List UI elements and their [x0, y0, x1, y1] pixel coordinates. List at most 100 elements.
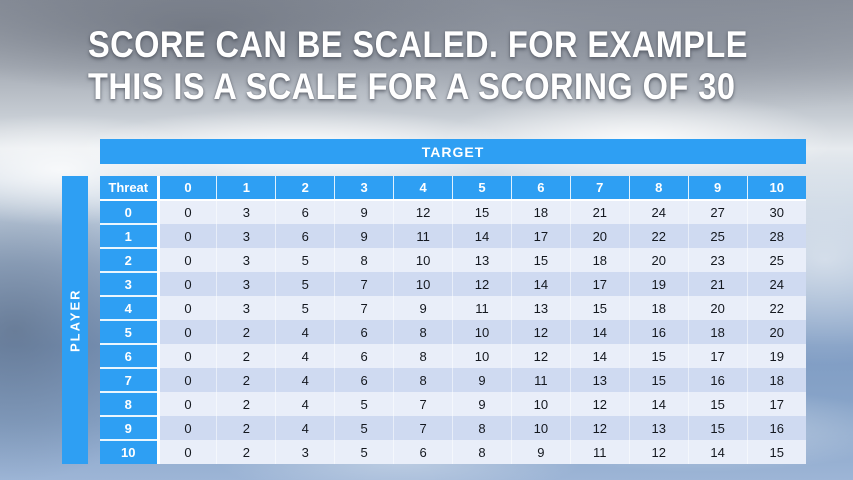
score-cell: 14 [452, 224, 512, 248]
score-cell: 19 [629, 272, 689, 296]
score-cell: 16 [747, 416, 806, 440]
score-cell: 19 [747, 344, 806, 368]
score-cell: 10 [452, 320, 512, 344]
score-cell: 7 [334, 272, 395, 296]
target-col-header-3: 3 [334, 176, 395, 201]
player-row-label-8: 8 [100, 392, 160, 417]
score-cell: 9 [334, 200, 395, 224]
score-cell: 10 [452, 344, 512, 368]
score-cell: 0 [158, 416, 218, 440]
score-cell: 25 [688, 224, 748, 248]
score-cell: 20 [570, 224, 630, 248]
player-row-label-3: 3 [100, 272, 160, 297]
score-cell: 27 [688, 200, 748, 224]
score-cell: 8 [393, 320, 454, 344]
table-row: 1 0 3 6 9 11 14 17 20 22 25 28 [100, 224, 806, 249]
score-cell: 6 [275, 224, 336, 248]
score-cell: 18 [747, 368, 806, 392]
score-cell: 0 [158, 200, 218, 224]
score-cell: 18 [629, 296, 689, 320]
score-cell: 12 [511, 344, 571, 368]
score-cell: 10 [511, 392, 571, 416]
score-cell: 13 [570, 368, 630, 392]
score-cell: 0 [158, 440, 218, 464]
target-col-header-1: 1 [216, 176, 277, 201]
score-cell: 15 [688, 416, 748, 440]
score-cell: 0 [158, 272, 218, 296]
score-cell: 17 [570, 272, 630, 296]
target-col-header-4: 4 [393, 176, 454, 201]
table-row: 0 0 3 6 9 12 15 18 21 24 27 30 [100, 200, 806, 225]
score-cell: 15 [688, 392, 748, 416]
score-cell: 7 [393, 416, 454, 440]
score-cell: 0 [158, 296, 218, 320]
score-cell: 0 [158, 320, 218, 344]
score-cell: 14 [688, 440, 748, 464]
score-cell: 18 [511, 200, 571, 224]
score-cell: 6 [275, 200, 336, 224]
score-cell: 9 [334, 224, 395, 248]
corner-header-threat: Threat [100, 176, 160, 201]
score-cell: 2 [216, 416, 277, 440]
score-cell: 12 [511, 320, 571, 344]
target-col-header-2: 2 [275, 176, 336, 201]
score-cell: 23 [688, 248, 748, 272]
score-cell: 13 [452, 248, 512, 272]
table-row: 8 0 2 4 5 7 9 10 12 14 15 17 [100, 392, 806, 417]
score-cell: 8 [393, 344, 454, 368]
score-cell: 18 [688, 320, 748, 344]
score-cell: 0 [158, 248, 218, 272]
score-cell: 2 [216, 368, 277, 392]
title-line-2: THIS IS A SCALE FOR A SCORING OF 30 [88, 66, 736, 108]
score-cell: 4 [275, 368, 336, 392]
score-cell: 14 [629, 392, 689, 416]
table-row: 7 0 2 4 6 8 9 11 13 15 16 18 [100, 368, 806, 393]
player-row-label-4: 4 [100, 296, 160, 321]
score-cell: 25 [747, 248, 806, 272]
score-cell: 0 [158, 368, 218, 392]
score-cell: 12 [452, 272, 512, 296]
score-cell: 20 [629, 248, 689, 272]
score-cell: 16 [688, 368, 748, 392]
score-cell: 22 [747, 296, 806, 320]
score-cell: 15 [511, 248, 571, 272]
player-row-label-5: 5 [100, 320, 160, 345]
score-cell: 4 [275, 344, 336, 368]
score-cell: 14 [511, 272, 571, 296]
score-cell: 15 [747, 440, 806, 464]
score-cell: 12 [570, 416, 630, 440]
score-cell: 24 [747, 272, 806, 296]
player-label: PLAYER [67, 288, 83, 352]
title-line-1: SCORE CAN BE SCALED. FOR EXAMPLE [88, 24, 748, 65]
table-row: 2 0 3 5 8 10 13 15 18 20 23 25 [100, 248, 806, 273]
score-cell: 3 [216, 272, 277, 296]
slide-title: SCORE CAN BE SCALED. FOR EXAMPLE THIS IS… [88, 24, 748, 108]
score-cell: 5 [334, 416, 395, 440]
table-row: 6 0 2 4 6 8 10 12 14 15 17 19 [100, 344, 806, 369]
score-cell: 9 [452, 368, 512, 392]
score-cell: 15 [629, 344, 689, 368]
score-cell: 7 [393, 392, 454, 416]
target-col-header-6: 6 [511, 176, 571, 201]
score-cell: 9 [452, 392, 512, 416]
player-row-label-9: 9 [100, 416, 160, 441]
table-body: 0 0 3 6 9 12 15 18 21 24 27 30 1 0 3 6 9 11 14 17 20 22 25 28 2 0… [100, 200, 806, 464]
target-col-header-10: 10 [747, 176, 806, 201]
score-cell: 4 [275, 392, 336, 416]
score-cell: 5 [334, 392, 395, 416]
score-cell: 11 [511, 368, 571, 392]
score-cell: 3 [216, 296, 277, 320]
target-col-header-9: 9 [688, 176, 748, 201]
score-cell: 0 [158, 224, 218, 248]
score-cell: 20 [747, 320, 806, 344]
score-cell: 5 [334, 440, 395, 464]
score-cell: 16 [629, 320, 689, 344]
score-cell: 5 [275, 272, 336, 296]
score-cell: 9 [511, 440, 571, 464]
score-cell: 6 [393, 440, 454, 464]
score-cell: 15 [570, 296, 630, 320]
score-cell: 9 [393, 296, 454, 320]
target-col-header-0: 0 [158, 176, 218, 201]
score-cell: 6 [334, 344, 395, 368]
score-cell: 13 [511, 296, 571, 320]
